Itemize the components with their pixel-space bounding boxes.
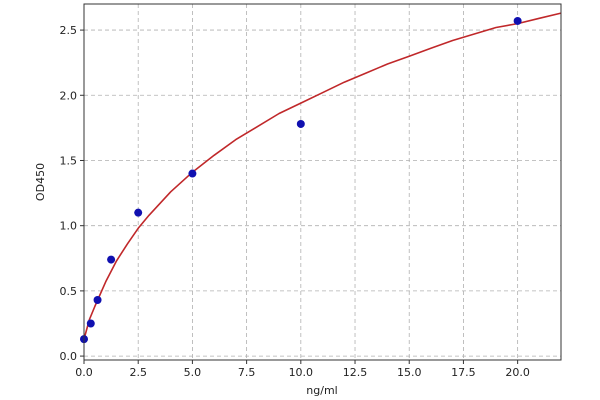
grid-lines xyxy=(83,4,561,360)
x-tick-label: 15.0 xyxy=(397,366,422,379)
x-axis-label: ng/ml xyxy=(306,384,337,397)
x-tick-label: 12.5 xyxy=(343,366,368,379)
x-tick-label: 2.5 xyxy=(129,366,147,379)
plot-frame xyxy=(83,3,562,361)
data-point xyxy=(296,119,305,128)
y-axis-label: OD450 xyxy=(34,163,47,201)
data-points xyxy=(80,16,522,344)
data-point xyxy=(93,296,102,305)
y-tick-label: 1.0 xyxy=(60,220,78,233)
y-axis-ticks: 0.0 0.5 1.0 1.5 2.0 2.5 xyxy=(60,24,84,363)
y-tick-label: 0.5 xyxy=(60,285,78,298)
fit-curve-layer xyxy=(83,12,562,340)
data-point xyxy=(134,208,143,217)
y-tick-label: 0.0 xyxy=(60,350,78,363)
x-axis-ticks: 0.0 2.5 5.0 7.5 10.0 12.5 15.0 17.5 20.0 xyxy=(75,360,530,379)
fit-curve xyxy=(83,12,562,340)
x-tick-label: 10.0 xyxy=(289,366,314,379)
x-tick-label: 5.0 xyxy=(184,366,202,379)
data-point xyxy=(513,16,522,25)
x-tick-label: 17.5 xyxy=(451,366,476,379)
data-point xyxy=(107,255,116,264)
x-tick-label: 20.0 xyxy=(505,366,530,379)
data-point xyxy=(86,319,95,328)
x-tick-label: 7.5 xyxy=(238,366,256,379)
y-tick-label: 2.5 xyxy=(60,24,78,37)
y-tick-label: 2.0 xyxy=(60,89,78,102)
data-point xyxy=(188,169,197,178)
x-tick-label: 0.0 xyxy=(75,366,93,379)
y-tick-label: 1.5 xyxy=(60,154,78,167)
